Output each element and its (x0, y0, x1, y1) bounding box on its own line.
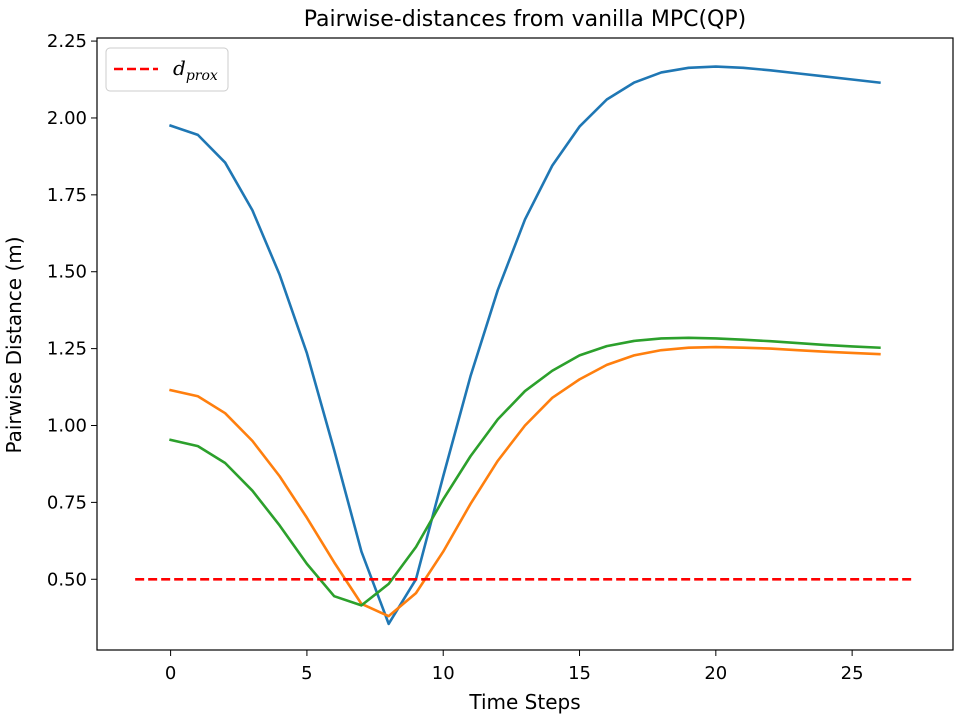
x-tick-label: 0 (165, 663, 176, 684)
legend-label-base: d (173, 56, 186, 80)
y-axis-label: Pairwise Distance (m) (2, 236, 26, 453)
y-tick-label: 1.25 (47, 339, 87, 360)
x-tick-label: 25 (841, 663, 864, 684)
y-tick-label: 1.75 (47, 185, 87, 206)
series-line-1 (168, 65, 881, 626)
legend-box (105, 47, 229, 92)
chart-title: Pairwise-distances from vanilla MPC(QP) (304, 7, 746, 32)
plot-lines (135, 65, 915, 626)
x-tick-label: 5 (301, 663, 312, 684)
y-tick-label: 2.00 (47, 108, 87, 129)
legend-label-subscript: prox (186, 68, 218, 84)
x-tick-label: 20 (704, 663, 727, 684)
x-tick-label: 10 (432, 663, 455, 684)
y-tick-label: 0.75 (47, 492, 87, 513)
y-tick-label: 2.25 (47, 31, 87, 52)
y-tick-label: 0.50 (47, 569, 87, 590)
x-tick-label: 15 (568, 663, 591, 684)
legend-label: dprox (173, 56, 218, 84)
y-tick-label: 1.50 (47, 262, 87, 283)
series-line-2 (169, 345, 881, 618)
legend: dprox (105, 47, 229, 92)
series-line-3 (169, 336, 881, 607)
plot-frame (96, 37, 954, 651)
axis-ticks: 0 5 10 15 20 25 0.50 0.75 1.00 1.25 1.50 1.75 2.00 2.… (47, 31, 864, 684)
y-tick-label: 1.00 (47, 415, 87, 436)
x-axis-label: Time Steps (468, 690, 580, 714)
